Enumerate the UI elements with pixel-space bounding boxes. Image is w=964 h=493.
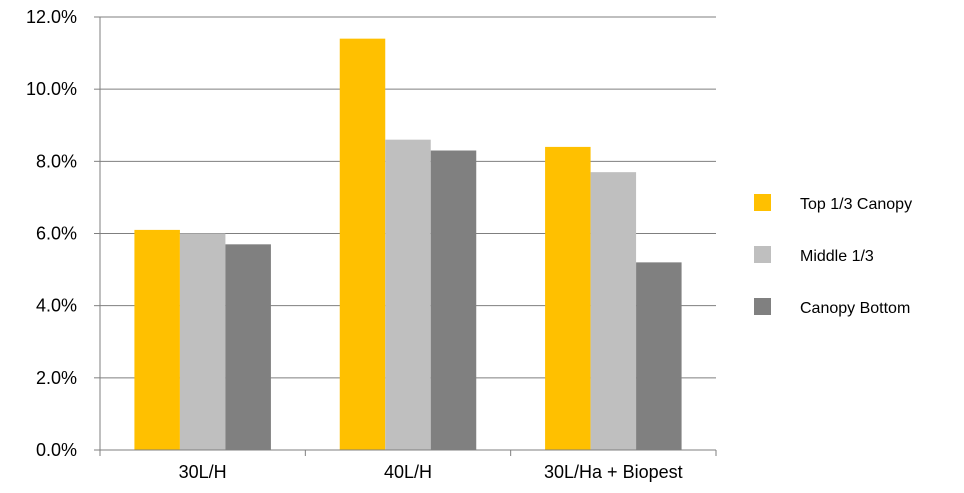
legend-label: Canopy Bottom bbox=[800, 300, 910, 317]
x-tick-labels: 30L/H 40L/H 30L/Ha + Biopest bbox=[99, 450, 717, 482]
legend-swatch bbox=[754, 194, 771, 211]
bar-canopy-bottom-2 bbox=[636, 262, 682, 450]
y-tick-label: 10.0% bbox=[26, 79, 77, 99]
axes bbox=[99, 17, 716, 451]
y-tick-label: 12.0% bbox=[26, 7, 77, 27]
bar-top-1-3-canopy-2 bbox=[545, 146, 591, 450]
legend-label: Top 1/3 Canopy bbox=[800, 196, 912, 213]
y-tick-labels: 0.0% 2.0% 4.0% 6.0% 8.0% 10.0% 12.0% bbox=[26, 7, 77, 460]
y-tick-label: 6.0% bbox=[36, 224, 77, 244]
y-tick-label: 0.0% bbox=[36, 440, 77, 460]
bars bbox=[134, 38, 682, 451]
y-tick-label: 4.0% bbox=[36, 296, 77, 316]
legend-swatch bbox=[754, 246, 771, 263]
bar-top-1-3-canopy-1 bbox=[339, 38, 386, 451]
bar-canopy-bottom-0 bbox=[225, 244, 271, 450]
x-tick-label: 30L/Ha + Biopest bbox=[544, 462, 683, 482]
bar-middle-1-3-1 bbox=[385, 139, 431, 450]
legend-swatch bbox=[754, 298, 771, 315]
x-tick-label: 40L/H bbox=[384, 462, 432, 482]
bar-middle-1-3-2 bbox=[590, 172, 637, 451]
bar-top-1-3-canopy-0 bbox=[134, 229, 180, 450]
legend: Top 1/3 Canopy Middle 1/3 Canopy Bottom bbox=[754, 194, 912, 317]
x-tick-label: 30L/H bbox=[179, 462, 227, 482]
bar-middle-1-3-0 bbox=[179, 233, 226, 450]
y-tick-label: 2.0% bbox=[36, 368, 77, 388]
legend-label: Middle 1/3 bbox=[800, 248, 874, 265]
y-tick-label: 8.0% bbox=[36, 151, 77, 171]
bar-canopy-bottom-1 bbox=[430, 150, 477, 450]
